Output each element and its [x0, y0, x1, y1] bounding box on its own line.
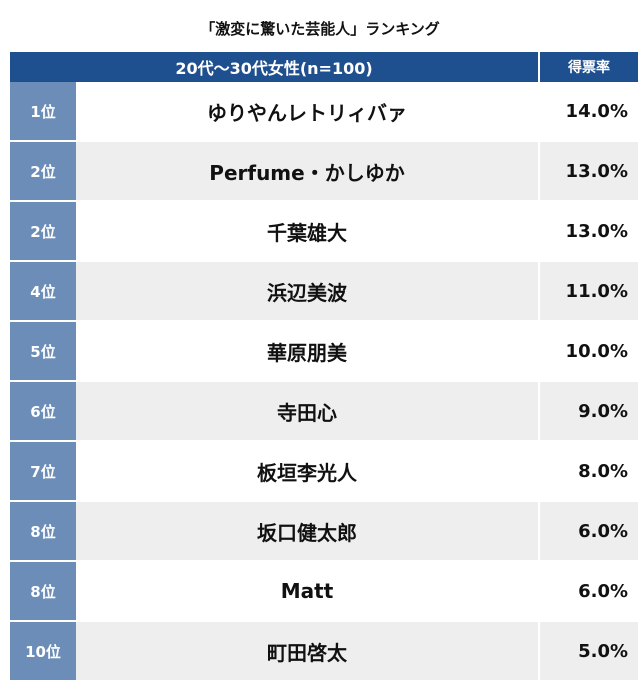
column-divider	[538, 142, 540, 200]
rank-cell: 1位	[10, 82, 76, 140]
name-cell: Perfume・かしゆか	[76, 142, 538, 200]
column-divider	[538, 622, 540, 680]
share-cell: 8.0%	[540, 442, 638, 500]
share-cell: 6.0%	[540, 562, 638, 620]
name-cell: 寺田心	[76, 382, 538, 440]
table-row: 8位 坂口健太郎 6.0%	[10, 502, 638, 562]
rank-cell: 7位	[10, 442, 76, 500]
table-row: 10位 町田啓太 5.0%	[10, 622, 638, 682]
name-cell: 千葉雄大	[76, 202, 538, 260]
name-cell: 町田啓太	[76, 622, 538, 680]
name-cell: 華原朋美	[76, 322, 538, 380]
rank-cell: 5位	[10, 322, 76, 380]
column-divider	[538, 502, 540, 560]
table-row: 6位 寺田心 9.0%	[10, 382, 638, 442]
table-row: 1位 ゆりやんレトリィバァ 14.0%	[10, 82, 638, 142]
table-header: 20代〜30代女性(n=100) 得票率	[10, 52, 638, 82]
column-divider	[538, 202, 540, 260]
share-cell: 5.0%	[540, 622, 638, 680]
share-cell: 6.0%	[540, 502, 638, 560]
rank-cell: 2位	[10, 202, 76, 260]
table-row: 2位 Perfume・かしゆか 13.0%	[10, 142, 638, 202]
share-cell: 10.0%	[540, 322, 638, 380]
column-divider	[538, 82, 540, 140]
rank-cell: 6位	[10, 382, 76, 440]
table-row: 7位 板垣李光人 8.0%	[10, 442, 638, 502]
table-row: 4位 浜辺美波 11.0%	[10, 262, 638, 322]
chart-title: 「激変に驚いた芸能人」ランキング	[200, 20, 440, 38]
name-cell: ゆりやんレトリィバァ	[76, 82, 538, 140]
column-divider	[538, 442, 540, 500]
column-divider	[538, 322, 540, 380]
share-cell: 13.0%	[540, 202, 638, 260]
name-cell: 坂口健太郎	[76, 502, 538, 560]
table-row: 2位 千葉雄大 13.0%	[10, 202, 638, 262]
name-cell: 浜辺美波	[76, 262, 538, 320]
share-cell: 13.0%	[540, 142, 638, 200]
header-divider	[538, 52, 540, 82]
column-divider	[538, 562, 540, 620]
rank-cell: 10位	[10, 622, 76, 680]
column-divider	[538, 382, 540, 440]
share-cell: 9.0%	[540, 382, 638, 440]
ranking-table-body: 1位 ゆりやんレトリィバァ 14.0% 2位 Perfume・かしゆか 13.0% 2位 千葉…	[10, 82, 638, 682]
name-cell: Matt	[76, 562, 538, 620]
rank-cell: 8位	[10, 562, 76, 620]
rank-cell: 2位	[10, 142, 76, 200]
table-row: 8位 Matt 6.0%	[10, 562, 638, 622]
share-cell: 11.0%	[540, 262, 638, 320]
name-cell: 板垣李光人	[76, 442, 538, 500]
column-divider	[538, 262, 540, 320]
rank-cell: 8位	[10, 502, 76, 560]
share-cell: 14.0%	[540, 82, 638, 140]
rank-cell: 4位	[10, 262, 76, 320]
table-row: 5位 華原朋美 10.0%	[10, 322, 638, 382]
group-header: 20代〜30代女性(n=100)	[10, 52, 538, 82]
share-header: 得票率	[540, 52, 638, 82]
